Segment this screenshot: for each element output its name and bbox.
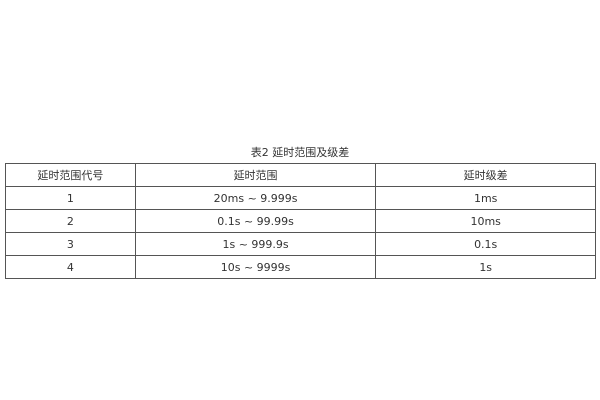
table-cell: 0.1s [375, 232, 596, 256]
table-cell: 0.1s ~ 99.99s [134, 209, 377, 233]
table-cell: 3 [5, 232, 136, 256]
table-cell: 1s [375, 255, 596, 279]
table-cell: 1 [5, 186, 136, 210]
table-row: 3 1s ~ 999.9s 0.1s [5, 232, 596, 256]
table-cell: 1ms [375, 186, 596, 210]
table-cell: 4 [5, 255, 136, 279]
table-row: 1 20ms ~ 9.999s 1ms [5, 186, 596, 210]
header-cell: 延时范围 [134, 163, 377, 187]
table-cell: 10s ~ 9999s [134, 255, 377, 279]
table-cell: 10ms [375, 209, 596, 233]
table-cell: 2 [5, 209, 136, 233]
header-cell: 延时级差 [375, 163, 596, 187]
delay-range-table: 延时范围代号 延时范围 延时级差 1 20ms ~ 9.999s 1ms 2 0… [5, 163, 596, 279]
header-cell: 延时范围代号 [5, 163, 136, 187]
table-cell: 1s ~ 999.9s [134, 232, 377, 256]
table-caption: 表2 延时范围及级差 [250, 146, 350, 159]
table-row: 4 10s ~ 9999s 1s [5, 255, 596, 279]
table-cell: 20ms ~ 9.999s [134, 186, 377, 210]
table-header-row: 延时范围代号 延时范围 延时级差 [5, 163, 596, 187]
table-row: 2 0.1s ~ 99.99s 10ms [5, 209, 596, 233]
